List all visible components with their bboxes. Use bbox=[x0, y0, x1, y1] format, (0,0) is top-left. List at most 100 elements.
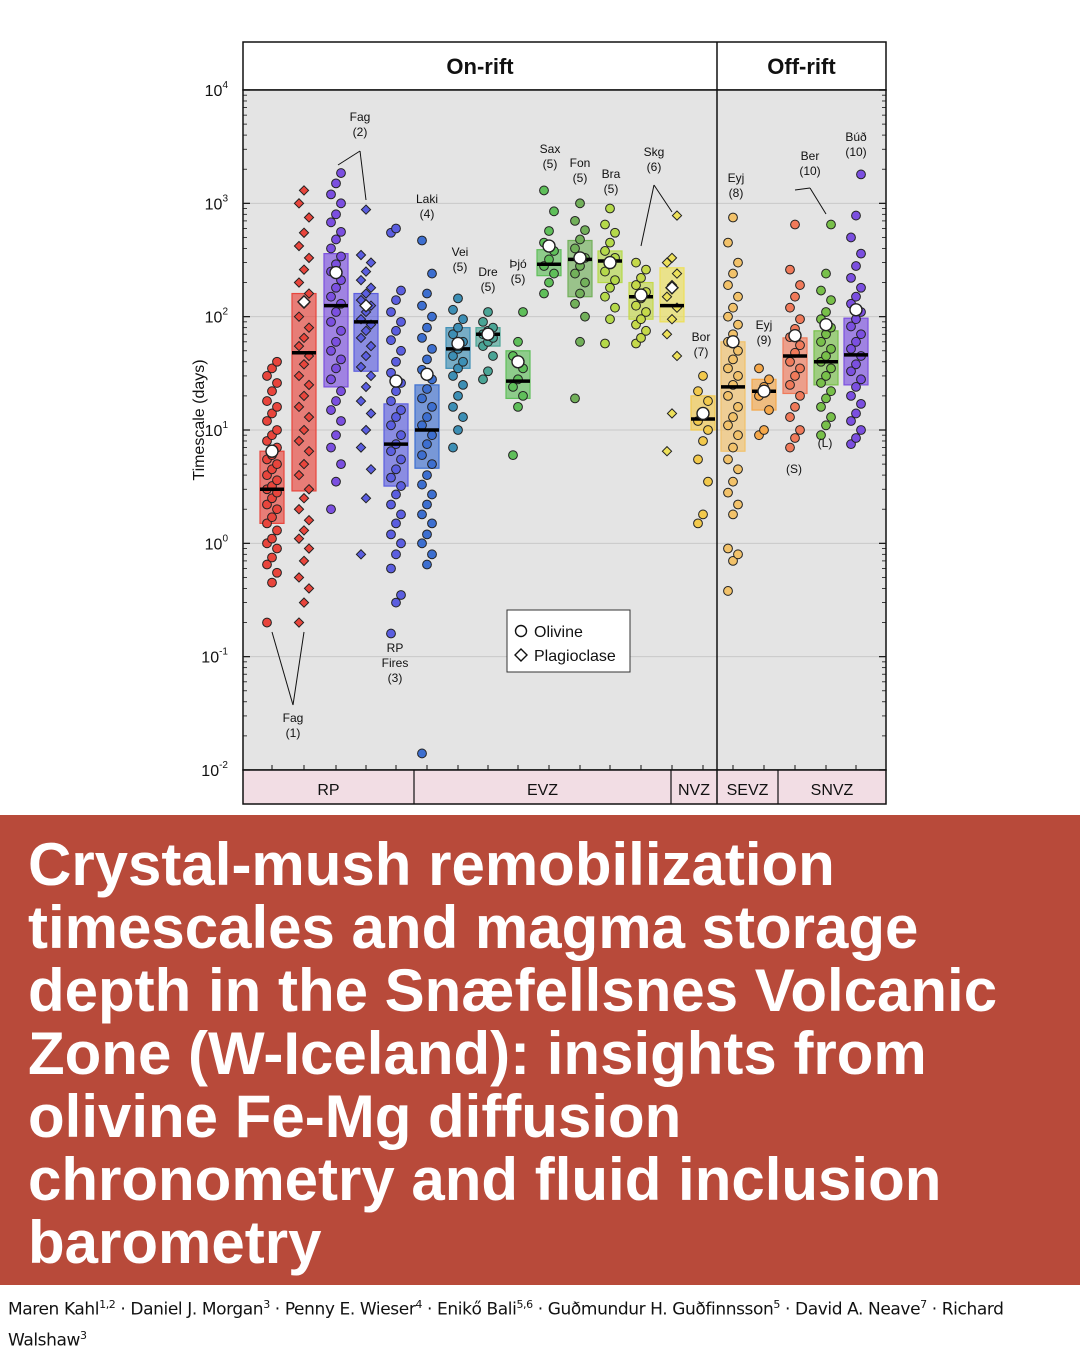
data-point bbox=[298, 390, 310, 402]
author-separator: · bbox=[269, 1299, 285, 1320]
data-point bbox=[262, 371, 272, 381]
data-point bbox=[272, 378, 282, 388]
data-point bbox=[298, 358, 310, 370]
data-point bbox=[816, 401, 826, 412]
annotation-label: (9) bbox=[757, 333, 772, 347]
data-point bbox=[733, 430, 743, 441]
data-point bbox=[671, 210, 683, 221]
data-point bbox=[733, 499, 743, 510]
data-point bbox=[754, 363, 764, 374]
annotation-label: (5) bbox=[481, 280, 496, 294]
data-point bbox=[331, 476, 341, 487]
data-point bbox=[331, 396, 341, 406]
data-point bbox=[336, 226, 346, 237]
data-point bbox=[580, 311, 590, 322]
data-point bbox=[693, 386, 703, 397]
data-point bbox=[422, 559, 432, 570]
data-point bbox=[422, 354, 432, 365]
annotation-label: (4) bbox=[420, 207, 435, 221]
mean-marker bbox=[726, 335, 740, 349]
data-point bbox=[360, 325, 372, 337]
data-point bbox=[417, 450, 427, 461]
y-tick-label: 102 bbox=[205, 307, 229, 327]
data-point bbox=[422, 470, 432, 480]
data-point bbox=[303, 543, 315, 554]
data-point bbox=[262, 559, 272, 570]
data-point bbox=[816, 378, 826, 388]
data-point bbox=[570, 393, 580, 404]
data-point bbox=[641, 307, 651, 317]
data-point bbox=[703, 425, 713, 435]
annotation-label: (5) bbox=[573, 171, 588, 185]
data-point bbox=[422, 439, 432, 450]
data-point bbox=[298, 597, 310, 608]
data-point bbox=[303, 212, 315, 223]
data-point bbox=[326, 442, 336, 453]
data-point bbox=[600, 266, 610, 277]
mean-marker bbox=[420, 367, 434, 382]
data-point bbox=[666, 252, 678, 264]
data-point bbox=[570, 298, 580, 309]
data-point bbox=[723, 237, 733, 248]
data-point bbox=[723, 586, 733, 596]
mean-marker bbox=[542, 239, 556, 253]
data-point bbox=[326, 189, 336, 200]
zone-label: NVZ bbox=[678, 782, 710, 799]
data-point bbox=[610, 227, 620, 238]
data-point bbox=[795, 363, 805, 374]
data-point bbox=[336, 325, 346, 336]
data-point bbox=[821, 371, 831, 381]
data-point bbox=[846, 366, 856, 377]
series-group bbox=[751, 363, 777, 441]
data-point bbox=[764, 374, 774, 385]
legend: Olivine Plagioclase bbox=[506, 609, 631, 673]
y-tick-label: 10-1 bbox=[201, 647, 228, 667]
data-point bbox=[631, 300, 641, 311]
data-point bbox=[575, 288, 585, 299]
data-point bbox=[417, 479, 427, 490]
data-point bbox=[795, 425, 805, 435]
series-group bbox=[813, 219, 839, 441]
data-point bbox=[365, 257, 377, 268]
data-point bbox=[267, 533, 277, 544]
annotation-label: Búð bbox=[845, 130, 867, 144]
data-point bbox=[733, 319, 743, 330]
data-point bbox=[293, 572, 305, 583]
mean-marker bbox=[511, 355, 525, 369]
mean-marker bbox=[696, 406, 710, 421]
data-point bbox=[570, 268, 580, 279]
data-point bbox=[575, 234, 585, 245]
annotation-label: Bra bbox=[602, 167, 621, 181]
data-point bbox=[826, 363, 836, 374]
annotation-label: Vei bbox=[452, 245, 469, 259]
data-point bbox=[298, 264, 310, 275]
annotation-leader bbox=[640, 184, 655, 247]
author-name: Maren Kahl bbox=[8, 1299, 100, 1320]
mean-marker bbox=[665, 280, 679, 295]
data-point bbox=[386, 307, 396, 317]
data-point bbox=[600, 246, 610, 256]
data-point bbox=[458, 314, 468, 325]
data-point bbox=[728, 476, 738, 487]
data-point bbox=[856, 398, 866, 409]
data-point bbox=[723, 280, 733, 290]
data-point bbox=[331, 430, 341, 441]
annotation-leader bbox=[794, 187, 811, 191]
data-point bbox=[448, 329, 458, 340]
data-point bbox=[293, 277, 305, 288]
data-point bbox=[262, 499, 272, 510]
mean-marker bbox=[819, 317, 833, 332]
data-point bbox=[661, 328, 673, 340]
data-point bbox=[303, 583, 315, 594]
data-point bbox=[396, 430, 406, 441]
data-point bbox=[422, 322, 432, 333]
data-point bbox=[856, 248, 866, 259]
data-point bbox=[272, 425, 282, 435]
annotation-label: (10) bbox=[845, 145, 866, 159]
data-point bbox=[605, 314, 615, 325]
data-point bbox=[391, 386, 401, 397]
data-point bbox=[631, 257, 641, 268]
title-banner: Crystal-mush remobilization timescales a… bbox=[0, 815, 1080, 1285]
data-point bbox=[391, 518, 401, 529]
data-point bbox=[331, 234, 341, 245]
